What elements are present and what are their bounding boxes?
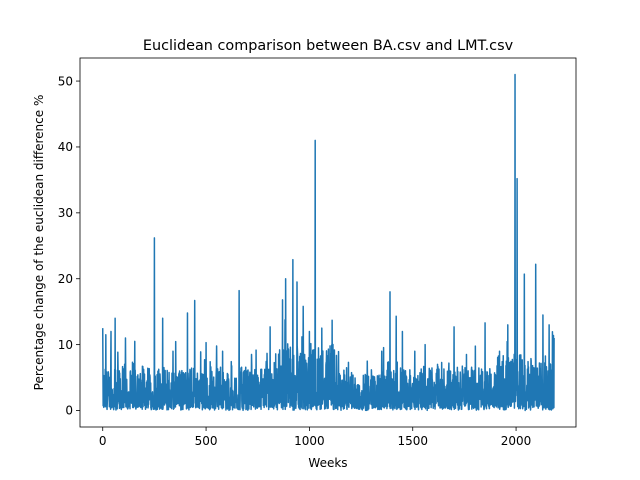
y-tick-label: 10 bbox=[58, 338, 73, 352]
y-axis-label: Percentage change of the euclidean diffe… bbox=[32, 95, 46, 391]
y-tick-label: 30 bbox=[58, 206, 73, 220]
x-tick-label: 1500 bbox=[397, 434, 428, 448]
y-tick-label: 50 bbox=[58, 74, 73, 88]
x-tick-label: 2000 bbox=[501, 434, 532, 448]
y-tick-label: 20 bbox=[58, 272, 73, 286]
y-tick-label: 40 bbox=[58, 140, 73, 154]
y-tick-label: 0 bbox=[65, 404, 73, 418]
plot-area bbox=[101, 73, 555, 412]
chart-title: Euclidean comparison between BA.csv and … bbox=[143, 38, 514, 54]
series-line bbox=[101, 73, 555, 412]
x-axis-ticks: 0 500 1000 1500 2000 bbox=[99, 427, 531, 448]
x-tick-label: 1000 bbox=[294, 434, 325, 448]
x-axis-label: Weeks bbox=[308, 456, 347, 470]
axes-frame bbox=[79, 57, 577, 428]
x-tick-label: 500 bbox=[195, 434, 218, 448]
x-tick-label: 0 bbox=[99, 434, 107, 448]
y-axis-ticks: 0 10 20 30 40 50 bbox=[58, 74, 80, 418]
